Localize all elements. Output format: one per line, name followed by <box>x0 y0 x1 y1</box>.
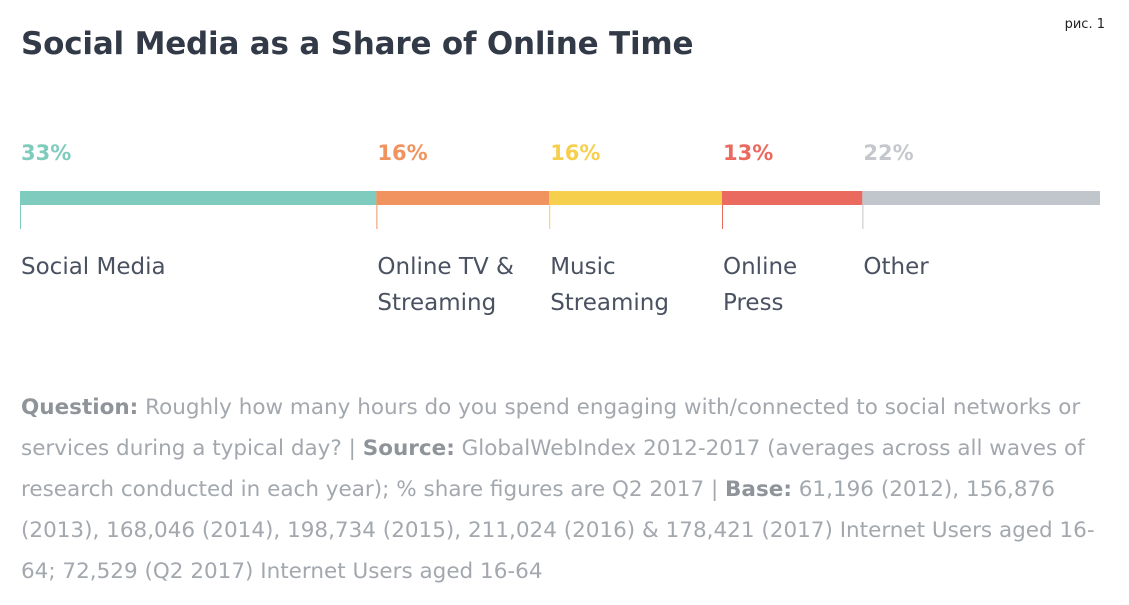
chart-footnote: Question: Roughly how many hours do you … <box>21 387 1101 592</box>
category-label: Other <box>863 254 929 280</box>
value-label: 16% <box>377 141 427 165</box>
chart-title: Social Media as a Share of Online Time <box>21 26 694 62</box>
category-label: Online Press <box>723 254 797 316</box>
bar-segment <box>376 191 550 205</box>
value-label: 16% <box>550 141 600 165</box>
base-text: 61,196 (2012), 156,876 (2013), 168,046 (… <box>21 477 1095 584</box>
category-label: Social Media <box>21 254 166 280</box>
figure-label: рис. 1 <box>1064 17 1105 32</box>
value-label: 33% <box>21 141 71 165</box>
value-label: 13% <box>723 141 773 165</box>
question-label: Question: <box>21 395 139 420</box>
source-label: Source: <box>362 436 455 461</box>
bar-segment <box>20 191 377 205</box>
bar-segment <box>862 191 1100 205</box>
question-text: Roughly how many hours do you spend enga… <box>21 395 1081 461</box>
category-label: Music Streaming <box>550 254 669 316</box>
value-label: 22% <box>863 141 913 165</box>
category-label: Online TV & Streaming <box>377 254 514 316</box>
source-text: GlobalWebIndex 2012-2017 (averages acros… <box>21 436 1085 502</box>
base-label: Base: <box>725 477 792 502</box>
bar-segment <box>722 191 863 205</box>
bar-segment <box>549 191 722 205</box>
stacked-bar-chart: 33% Social Media 16% Online TV & Streaming 16… <box>20 141 1100 316</box>
